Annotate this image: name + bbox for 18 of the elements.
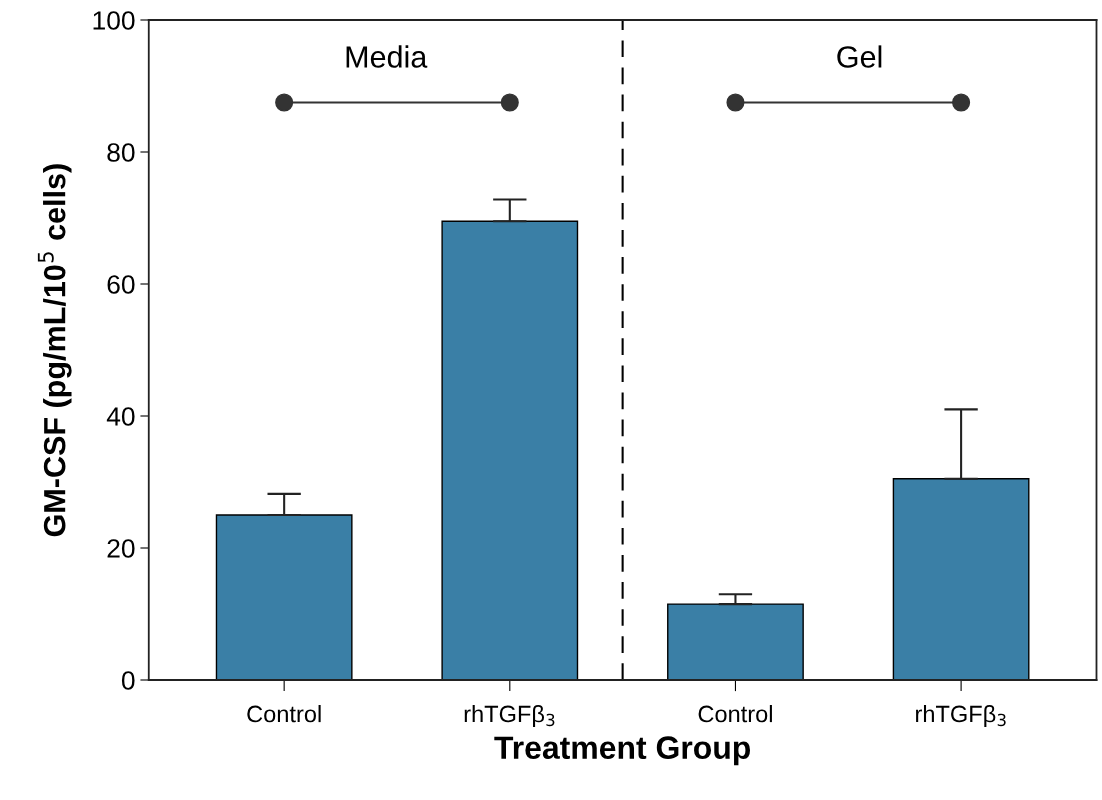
x-tick-label: rhTGFβ$_{3}$ <box>916 705 1006 728</box>
y-tick-label: 20 <box>107 539 135 558</box>
bar <box>215 514 353 680</box>
y-tick-label: 60 <box>107 275 135 294</box>
y-tick-label: 100 <box>93 11 135 30</box>
y-tick-label: 80 <box>107 143 135 162</box>
y-tick-label: 0 <box>121 671 135 690</box>
x-axis-title: Treatment Group <box>494 736 751 766</box>
x-tick-label: Control <box>247 705 321 723</box>
annotation: Gel <box>837 45 882 68</box>
x-tick-label: rhTGFβ$_{3}$ <box>464 705 555 728</box>
annotation: Media <box>346 45 428 68</box>
bar <box>667 603 804 680</box>
bar <box>892 478 1030 680</box>
y-axis-title: GM-CSF (pg/mL/10$^{5}$ cells) <box>37 164 72 537</box>
bar <box>441 220 579 680</box>
y-tick-label: 40 <box>106 407 135 426</box>
x-tick-label: Control <box>698 705 772 723</box>
